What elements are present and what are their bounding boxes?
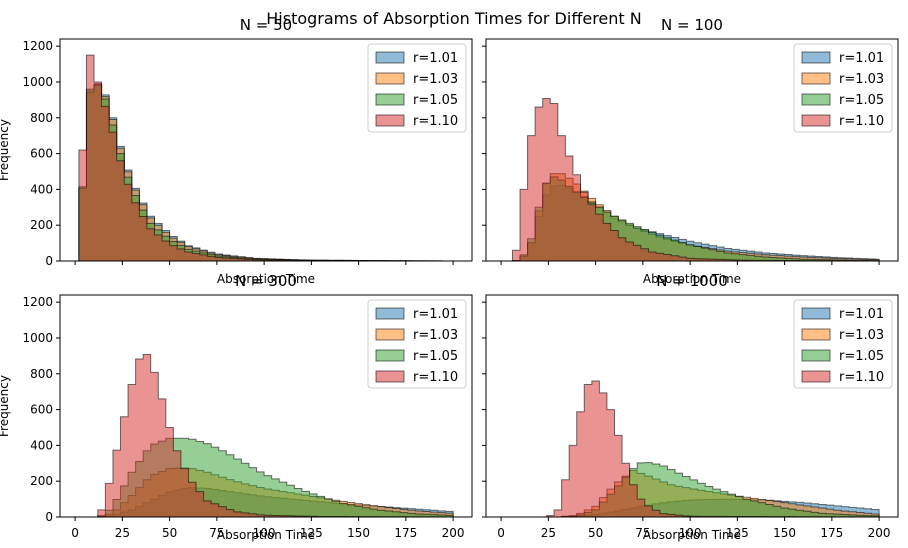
panel-2-frame: [59, 294, 473, 518]
panel-2-ytick-label: 1200: [22, 295, 53, 309]
panel-2-xlabel: Absorption Time: [217, 528, 315, 542]
legend-swatch-r-1-10: [375, 114, 405, 127]
panel-2-xtick-label: 200: [442, 526, 465, 540]
panel-2-xtick-label: 125: [300, 526, 323, 540]
legend-swatch-r-1-05: [375, 93, 405, 106]
panel-3-xtick-label: 75: [635, 526, 650, 540]
legend-swatch-r-1-10: [801, 114, 831, 127]
legend-swatch-r-1-03: [375, 328, 405, 341]
panel-3-xtick-label: 50: [588, 526, 603, 540]
panel-3-xlabel: Absorption Time: [643, 528, 741, 542]
panel-0-ytick-label: 1200: [22, 39, 53, 53]
panel-n300: 0 25 50 75 100 125 150 175 200 0 200 400 600 800 1000 1…: [0, 272, 473, 542]
panel-0-frame: [59, 38, 473, 262]
legend-swatch-r-1-03: [801, 72, 831, 85]
panel-2-ytick-label: 800: [30, 367, 53, 381]
panel-3-xtick-label: 200: [868, 526, 891, 540]
panel-0-ytick-label: 200: [30, 218, 53, 232]
panel-n50: 0 200 400 600 800 1000 1200 N = 50 Absorption Ti…: [0, 16, 473, 286]
panel-3-legend-box: [793, 299, 893, 389]
panel-3-xtick-label: 25: [541, 526, 556, 540]
legend-label-r-1-01: r=1.01: [839, 307, 884, 322]
legend-label-r-1-01: r=1.01: [413, 307, 458, 322]
legend-swatch-r-1-01: [801, 307, 831, 320]
legend-label-r-1-03: r=1.03: [413, 328, 458, 343]
legend-swatch-r-1-03: [801, 328, 831, 341]
legend-swatch-r-1-01: [375, 307, 405, 320]
panel-0-xlabel: Absorption Time: [217, 272, 315, 286]
panel-0-ytick-label: 400: [30, 182, 53, 196]
panel-0-ytick-label: 800: [30, 111, 53, 125]
panel-0-ytick-label: 600: [30, 147, 53, 161]
legend-label-r-1-10: r=1.10: [839, 370, 884, 385]
panel-0-ytick-label: 1000: [22, 75, 53, 89]
legend-label-r-1-10: r=1.10: [839, 114, 884, 129]
legend-swatch-r-1-05: [801, 93, 831, 106]
panel-0-legend-box: [367, 43, 467, 133]
legend-label-r-1-03: r=1.03: [839, 328, 884, 343]
panel-0-legend: r=1.01 r=1.03 r=1.05 r=1.10: [367, 43, 467, 133]
panel-2-ytick-label: 1000: [22, 331, 53, 345]
panel-n100: N = 100 Absorption Time r=1.01 r=1.03 r=1.05…: [482, 16, 899, 286]
panel-2-legend-box: [367, 299, 467, 389]
panel-0-ytick-label: 0: [45, 254, 53, 268]
legend-label-r-1-10: r=1.10: [413, 114, 458, 129]
legend-swatch-r-1-05: [375, 349, 405, 362]
legend-label-r-1-03: r=1.03: [839, 72, 884, 87]
panel-3-xtick-label: 0: [497, 526, 505, 540]
panel-3-title: N = 1000: [656, 272, 728, 290]
panel-1-frame: [485, 38, 899, 262]
panel-2-xtick-label: 150: [347, 526, 370, 540]
legend-swatch-r-1-10: [375, 370, 405, 383]
figure-suptitle: Histograms of Absorption Times for Diffe…: [266, 9, 641, 28]
legend-label-r-1-10: r=1.10: [413, 370, 458, 385]
legend-swatch-r-1-01: [801, 51, 831, 64]
legend-label-r-1-05: r=1.05: [839, 349, 884, 364]
legend-swatch-r-1-03: [375, 72, 405, 85]
panel-3-xtick-label: 150: [773, 526, 796, 540]
panel-2-xtick-label: 50: [162, 526, 177, 540]
legend-label-r-1-05: r=1.05: [413, 349, 458, 364]
panel-2-ytick-label: 0: [45, 510, 53, 524]
legend-label-r-1-05: r=1.05: [839, 93, 884, 108]
legend-label-r-1-03: r=1.03: [413, 72, 458, 87]
panel-2-xtick-label: 75: [209, 526, 224, 540]
panel-2-ytick-label: 600: [30, 403, 53, 417]
legend-label-r-1-01: r=1.01: [413, 51, 458, 66]
panel-2-xtick-label: 100: [253, 526, 276, 540]
legend-swatch-r-1-05: [801, 349, 831, 362]
panel-1-legend: r=1.01 r=1.03 r=1.05 r=1.10: [793, 43, 893, 133]
panel-2-ytick-label: 200: [30, 474, 53, 488]
panel-3-frame: [485, 294, 899, 518]
legend-swatch-r-1-01: [375, 51, 405, 64]
panel-3-xtick-label: 175: [820, 526, 843, 540]
panel-1-title: N = 100: [661, 16, 723, 34]
panel-3-xtick-label: 125: [726, 526, 749, 540]
legend-swatch-r-1-10: [801, 370, 831, 383]
panel-1-xlabel: Absorption Time: [643, 272, 741, 286]
panel-1-legend-box: [793, 43, 893, 133]
panel-3-xtick-label: 100: [679, 526, 702, 540]
panel-0-title: N = 50: [240, 16, 292, 34]
panel-2-ylabel: Frequency: [0, 375, 11, 437]
legend-label-r-1-05: r=1.05: [413, 93, 458, 108]
panel-2-title: N = 300: [235, 272, 297, 290]
panel-0-ylabel: Frequency: [0, 119, 11, 181]
panel-3-legend: r=1.01 r=1.03 r=1.05 r=1.10: [793, 299, 893, 389]
panel-2-xtick-label: 175: [394, 526, 417, 540]
panel-2-ytick-label: 400: [30, 438, 53, 452]
legend-label-r-1-01: r=1.01: [839, 51, 884, 66]
panel-2-legend: r=1.01 r=1.03 r=1.05 r=1.10: [367, 299, 467, 389]
panel-2-xtick-label: 0: [71, 526, 79, 540]
panel-2-xtick-label: 25: [115, 526, 130, 540]
